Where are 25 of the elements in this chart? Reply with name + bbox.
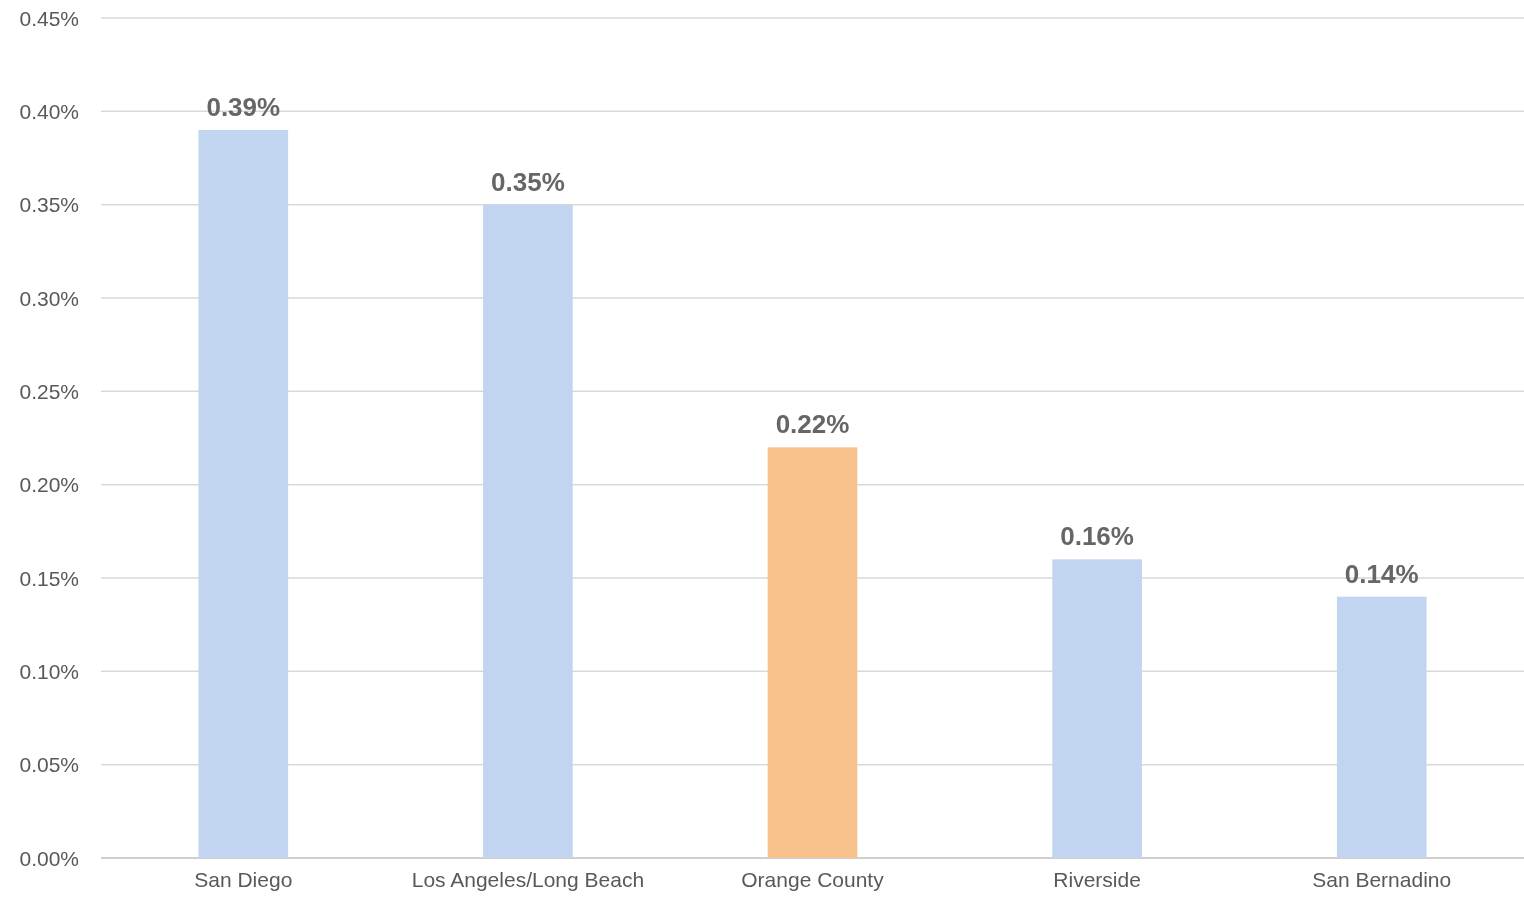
data-label: 0.16% [1060, 521, 1134, 552]
data-label: 0.22% [775, 409, 850, 440]
data-label: 0.35% [491, 166, 565, 197]
data-label: 0.14% [1344, 558, 1419, 589]
y-tick-label: 0.10% [19, 659, 79, 683]
y-tick-label: 0.35% [19, 193, 79, 217]
x-tick-label: Riverside [1053, 868, 1141, 891]
y-tick-label: 0.30% [19, 286, 79, 310]
bar [1336, 596, 1427, 858]
y-tick-label: 0.20% [19, 473, 79, 497]
x-tick-label: Orange County [741, 868, 885, 891]
bar [483, 204, 573, 858]
bar [1052, 559, 1142, 858]
y-tick-label: 0.00% [19, 846, 79, 870]
x-tick-label: Los Angeles/Long Beach [411, 868, 645, 891]
y-tick-label: 0.05% [19, 753, 79, 777]
x-tick-label: San Diego [194, 868, 293, 891]
y-tick-label: 0.45% [19, 6, 79, 30]
bar [767, 447, 858, 858]
data-label: 0.39% [206, 92, 281, 122]
y-tick-label: 0.40% [19, 99, 79, 123]
y-tick-label: 0.25% [19, 379, 79, 403]
y-tick-label: 0.15% [19, 566, 79, 590]
bar [198, 130, 289, 858]
x-tick-label: San Bernadino [1312, 868, 1452, 891]
